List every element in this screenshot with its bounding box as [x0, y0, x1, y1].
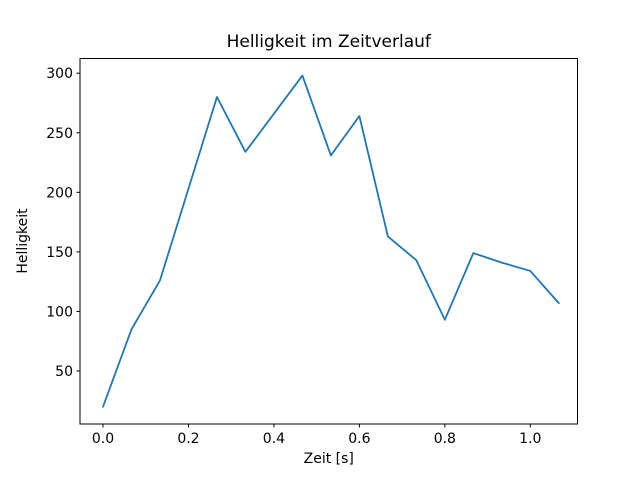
- x-axis-label: Zeit [s]: [304, 451, 354, 467]
- x-tick-label: 1.0: [519, 431, 541, 447]
- chart-title: Helligkeit im Zeitverlauf: [227, 32, 432, 52]
- axes-layer: 0.0 0.2 0.4 0.6 0.8 1.0 50 100 150 200 250 300: [46, 58, 578, 447]
- y-tick-label: 200: [46, 185, 73, 201]
- y-tick-label: 100: [46, 304, 73, 320]
- data-line-helligkeit: [102, 74, 560, 408]
- y-tick-label: 150: [46, 245, 73, 261]
- x-tick-label: 0.6: [348, 431, 370, 447]
- x-tick-label: 0.8: [434, 431, 456, 447]
- axes-frame: [79, 58, 578, 425]
- y-tick-label: 300: [46, 66, 73, 82]
- x-tick-label: 0.4: [263, 431, 285, 447]
- y-tick-label: 50: [55, 364, 73, 380]
- y-axis-label: Helligkeit: [15, 208, 31, 274]
- y-tick-label: 250: [46, 126, 73, 142]
- x-tick-label: 0.0: [92, 431, 114, 447]
- x-tick-label: 0.2: [177, 431, 199, 447]
